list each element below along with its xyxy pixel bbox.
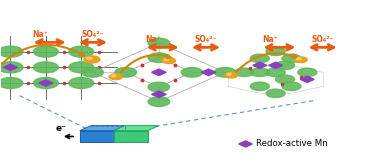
Ellipse shape xyxy=(181,68,203,77)
Ellipse shape xyxy=(115,68,136,77)
Ellipse shape xyxy=(266,47,285,56)
Ellipse shape xyxy=(250,54,269,62)
Text: Na⁺: Na⁺ xyxy=(262,35,278,44)
Ellipse shape xyxy=(296,58,301,60)
Ellipse shape xyxy=(234,68,254,77)
Ellipse shape xyxy=(87,57,92,60)
Ellipse shape xyxy=(276,61,294,70)
Ellipse shape xyxy=(266,89,285,98)
Text: e⁻: e⁻ xyxy=(56,124,67,133)
Ellipse shape xyxy=(69,62,94,73)
Ellipse shape xyxy=(164,59,169,61)
Ellipse shape xyxy=(69,77,94,89)
Ellipse shape xyxy=(162,58,175,64)
Ellipse shape xyxy=(34,46,58,57)
Ellipse shape xyxy=(282,82,301,91)
Ellipse shape xyxy=(148,97,170,106)
Ellipse shape xyxy=(34,62,58,73)
Polygon shape xyxy=(39,80,53,86)
FancyArrowPatch shape xyxy=(121,55,170,72)
FancyArrowPatch shape xyxy=(236,53,296,72)
Ellipse shape xyxy=(282,54,301,62)
Ellipse shape xyxy=(294,57,307,62)
Text: SO₄²⁻: SO₄²⁻ xyxy=(195,35,217,44)
Ellipse shape xyxy=(0,46,23,57)
Polygon shape xyxy=(239,141,252,147)
Polygon shape xyxy=(253,62,267,68)
Text: Na⁺: Na⁺ xyxy=(33,30,48,39)
Polygon shape xyxy=(201,69,216,76)
Ellipse shape xyxy=(250,82,269,91)
Ellipse shape xyxy=(111,75,116,77)
Text: SO₄²⁻: SO₄²⁻ xyxy=(82,30,104,39)
Ellipse shape xyxy=(148,38,170,48)
Polygon shape xyxy=(269,62,283,68)
Ellipse shape xyxy=(214,68,236,77)
Ellipse shape xyxy=(69,46,94,57)
FancyBboxPatch shape xyxy=(114,131,147,142)
Ellipse shape xyxy=(266,68,285,77)
Text: SO₄²⁻: SO₄²⁻ xyxy=(311,35,334,44)
Ellipse shape xyxy=(82,68,103,77)
Polygon shape xyxy=(300,76,314,82)
Polygon shape xyxy=(80,126,125,131)
Polygon shape xyxy=(3,64,17,70)
Ellipse shape xyxy=(148,53,170,62)
Ellipse shape xyxy=(227,73,231,75)
Ellipse shape xyxy=(0,62,23,73)
FancyArrowPatch shape xyxy=(0,45,84,70)
Ellipse shape xyxy=(84,56,100,63)
Ellipse shape xyxy=(298,68,317,77)
Ellipse shape xyxy=(0,72,1,79)
Polygon shape xyxy=(114,126,159,131)
Ellipse shape xyxy=(34,77,58,89)
Ellipse shape xyxy=(109,74,122,80)
Ellipse shape xyxy=(225,72,238,78)
Polygon shape xyxy=(152,91,166,98)
Text: Redox-active Mn: Redox-active Mn xyxy=(256,139,328,149)
Ellipse shape xyxy=(148,82,170,92)
Ellipse shape xyxy=(0,77,23,89)
Ellipse shape xyxy=(250,68,269,77)
Text: Na⁺: Na⁺ xyxy=(146,35,161,44)
FancyBboxPatch shape xyxy=(80,131,114,142)
Polygon shape xyxy=(152,69,166,76)
Ellipse shape xyxy=(276,75,294,83)
